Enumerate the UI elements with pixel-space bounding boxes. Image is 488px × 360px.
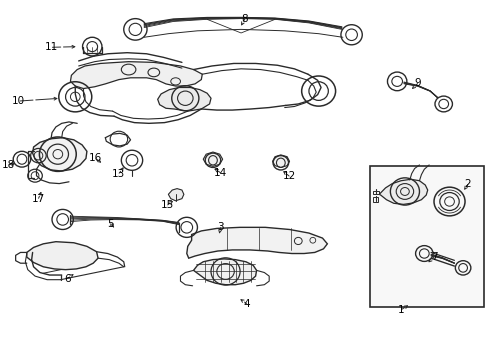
Polygon shape: [379, 179, 427, 204]
Text: 13: 13: [112, 168, 125, 179]
Polygon shape: [70, 62, 202, 89]
Text: 11: 11: [44, 42, 58, 52]
Text: 16: 16: [89, 153, 102, 163]
Polygon shape: [193, 259, 256, 285]
Polygon shape: [168, 189, 183, 201]
Polygon shape: [33, 138, 87, 171]
Text: 2: 2: [464, 179, 470, 189]
Polygon shape: [203, 152, 222, 166]
Text: 15: 15: [161, 200, 174, 210]
Polygon shape: [186, 227, 326, 258]
Text: 10: 10: [12, 96, 24, 106]
Text: 14: 14: [214, 168, 227, 178]
Text: 8: 8: [241, 14, 248, 24]
Text: 3: 3: [217, 222, 224, 232]
Text: 7: 7: [430, 252, 436, 262]
Bar: [373, 197, 378, 202]
Text: 9: 9: [414, 78, 421, 88]
Text: 12: 12: [283, 171, 296, 181]
Text: 6: 6: [64, 274, 71, 284]
Polygon shape: [272, 155, 289, 167]
Text: 5: 5: [107, 219, 113, 229]
Polygon shape: [157, 87, 211, 111]
Text: 1: 1: [397, 305, 404, 315]
Text: 17: 17: [32, 194, 45, 204]
Bar: [372, 191, 378, 194]
Polygon shape: [27, 242, 98, 270]
Text: 18: 18: [2, 160, 15, 170]
Bar: [369, 166, 484, 307]
Text: 4: 4: [243, 299, 250, 309]
